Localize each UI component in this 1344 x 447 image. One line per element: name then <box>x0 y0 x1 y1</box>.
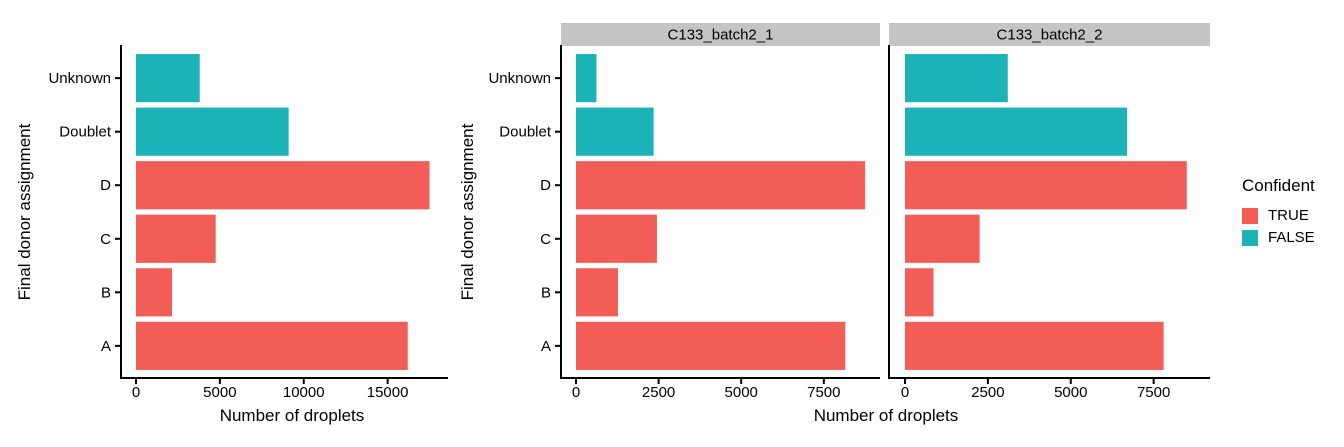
bar-facet2-D <box>905 161 1187 210</box>
y-tick-label-B: B <box>541 284 551 301</box>
bar-left-C <box>136 214 216 263</box>
legend-items: TRUE FALSE <box>1242 207 1315 246</box>
facet-chart-y-axis-title: Final donor assignment <box>458 123 477 300</box>
y-tick-label-Unknown: Unknown <box>48 70 111 87</box>
legend: Confident TRUE FALSE <box>1242 176 1315 246</box>
y-tick-label-C: C <box>540 231 551 248</box>
bar-facet1-D <box>576 161 866 210</box>
facet-strip-label: C133_batch2_2 <box>997 27 1103 44</box>
x-tick-label: 7500 <box>1137 384 1170 401</box>
bar-left-Unknown <box>136 54 200 103</box>
bar-facet1-Unknown <box>576 54 597 103</box>
bar-facet2-A <box>905 321 1164 370</box>
legend-label-false: FALSE <box>1268 229 1315 246</box>
bar-facet1-Doublet <box>576 107 654 156</box>
y-tick-label-A: A <box>101 338 111 355</box>
x-tick-label: 2500 <box>642 384 675 401</box>
y-tick-label-B: B <box>101 284 111 301</box>
facet-chart-x-axis-title: Number of droplets <box>814 406 959 425</box>
y-tick-label-A: A <box>541 338 551 355</box>
left-chart-y-axis-title: Final donor assignment <box>15 123 34 300</box>
bar-facet1-C <box>576 214 657 263</box>
x-tick-label: 7500 <box>807 384 840 401</box>
legend-item-true: TRUE <box>1242 207 1315 224</box>
facet-strip-label: C133_batch2_1 <box>668 27 774 44</box>
bar-facet1-A <box>576 321 846 370</box>
y-tick-label-C: C <box>100 231 111 248</box>
y-tick-label-Unknown: Unknown <box>488 70 551 87</box>
x-tick-label: 2500 <box>971 384 1004 401</box>
facet-strip <box>561 23 880 46</box>
x-tick-label: 15000 <box>367 384 409 401</box>
y-tick-label-D: D <box>100 177 111 194</box>
y-tick-label-Doublet: Doublet <box>499 124 552 141</box>
legend-title: Confident <box>1242 176 1315 195</box>
x-tick-label: 5000 <box>1054 384 1087 401</box>
legend-label-true: TRUE <box>1268 207 1309 224</box>
bar-facet2-Unknown <box>905 54 1008 103</box>
bar-facet2-Doublet <box>905 107 1128 156</box>
x-tick-label: 0 <box>572 384 580 401</box>
legend-item-false: FALSE <box>1242 229 1315 246</box>
y-tick-label-Doublet: Doublet <box>59 124 112 141</box>
legend-swatch-true-icon <box>1242 207 1258 224</box>
bar-facet2-C <box>905 214 980 263</box>
left-chart-x-axis-title: Number of droplets <box>220 406 365 425</box>
bar-facet2-B <box>905 268 934 317</box>
bar-left-D <box>136 161 430 210</box>
bar-facet1-B <box>576 268 618 317</box>
bar-left-B <box>136 268 173 317</box>
x-tick-label: 5000 <box>203 384 236 401</box>
x-tick-label: 5000 <box>725 384 758 401</box>
y-tick-label-D: D <box>540 177 551 194</box>
x-tick-label: 0 <box>901 384 909 401</box>
facet-strip <box>889 23 1210 46</box>
legend-swatch-false-icon <box>1242 229 1258 246</box>
x-tick-label: 0 <box>132 384 140 401</box>
x-tick-label: 10000 <box>283 384 325 401</box>
bar-left-Doublet <box>136 107 289 156</box>
bar-left-A <box>136 321 408 370</box>
